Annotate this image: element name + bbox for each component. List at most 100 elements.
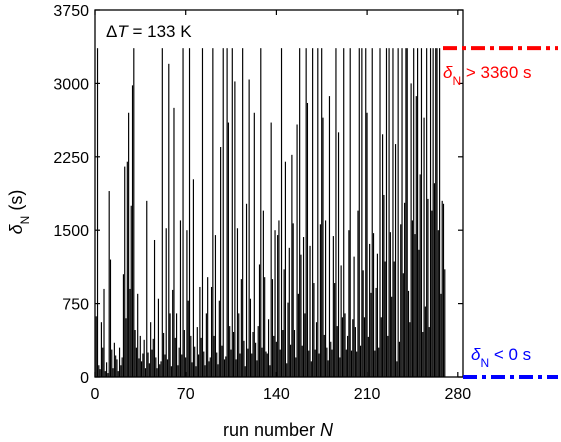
bar	[301, 345, 303, 377]
bar	[129, 288, 131, 377]
bar	[388, 48, 390, 377]
bar	[323, 334, 325, 377]
bar	[277, 235, 279, 377]
bar	[305, 48, 307, 377]
bar	[436, 48, 438, 377]
bar	[407, 290, 410, 377]
bar	[375, 287, 377, 377]
bar	[431, 210, 433, 377]
bar	[278, 220, 280, 377]
bar	[347, 335, 349, 377]
bar	[304, 313, 306, 377]
bar	[216, 352, 218, 377]
bar	[207, 277, 209, 377]
bar	[95, 316, 97, 377]
bar	[429, 48, 432, 377]
bar	[282, 330, 284, 377]
bar	[310, 361, 312, 377]
bar	[279, 349, 281, 377]
bar	[137, 293, 139, 377]
bar	[117, 371, 119, 377]
bar	[291, 154, 293, 377]
bar	[169, 313, 171, 377]
bar	[166, 359, 169, 377]
bar	[348, 230, 350, 377]
bar	[266, 353, 268, 377]
bar	[344, 313, 346, 377]
bar	[151, 349, 153, 377]
bar	[350, 350, 353, 377]
bar	[144, 368, 147, 377]
bar	[173, 107, 175, 377]
bar	[96, 48, 99, 377]
bar	[174, 337, 176, 377]
x-tick-label: 70	[177, 386, 195, 403]
bar	[253, 112, 255, 377]
bar	[313, 283, 315, 377]
bar	[121, 357, 123, 377]
bar	[249, 298, 252, 377]
bar	[322, 117, 324, 378]
bar	[205, 313, 207, 377]
bar	[236, 228, 239, 377]
bar	[177, 365, 179, 377]
bar	[212, 48, 214, 377]
bar	[288, 247, 290, 377]
bar	[107, 373, 109, 377]
bar	[128, 112, 130, 377]
bar	[258, 264, 261, 377]
bar	[218, 300, 220, 377]
bar	[283, 269, 285, 377]
bar	[230, 349, 232, 377]
bar	[359, 345, 362, 377]
bar	[426, 48, 428, 377]
bar	[248, 79, 250, 377]
y-tick-label: 3750	[53, 3, 89, 20]
bar	[226, 48, 228, 377]
bar	[365, 48, 367, 377]
bar	[235, 359, 237, 377]
bar	[401, 48, 403, 377]
bar	[341, 317, 344, 377]
bar	[389, 232, 391, 377]
bar	[181, 354, 183, 377]
bar	[302, 237, 305, 377]
bar	[427, 198, 429, 377]
bar	[221, 345, 223, 377]
bar	[402, 273, 404, 377]
bar	[444, 269, 446, 377]
bar	[353, 256, 355, 377]
bar	[133, 48, 135, 377]
bar	[172, 289, 174, 377]
bar	[297, 293, 299, 377]
bar	[330, 341, 332, 377]
bar	[217, 364, 219, 377]
bar	[201, 48, 204, 377]
bar	[208, 361, 210, 377]
bar	[261, 347, 263, 377]
bar	[374, 350, 376, 377]
bar	[318, 353, 320, 377]
bar	[331, 349, 333, 377]
bar	[269, 365, 271, 377]
bar	[300, 254, 302, 377]
bar	[111, 349, 113, 377]
bar	[358, 48, 360, 377]
bar	[275, 341, 277, 377]
bar	[321, 48, 323, 377]
bar	[199, 286, 201, 377]
bar	[439, 48, 441, 377]
bar	[376, 253, 378, 377]
bar	[306, 102, 309, 378]
bar	[270, 122, 272, 378]
bar	[242, 48, 244, 377]
bar	[418, 249, 420, 377]
bar	[100, 322, 102, 377]
bar	[337, 132, 340, 377]
bar	[435, 48, 437, 377]
bar	[345, 349, 347, 377]
bar	[290, 344, 292, 377]
bar	[299, 48, 301, 377]
bar	[419, 174, 421, 377]
bar	[251, 353, 253, 377]
